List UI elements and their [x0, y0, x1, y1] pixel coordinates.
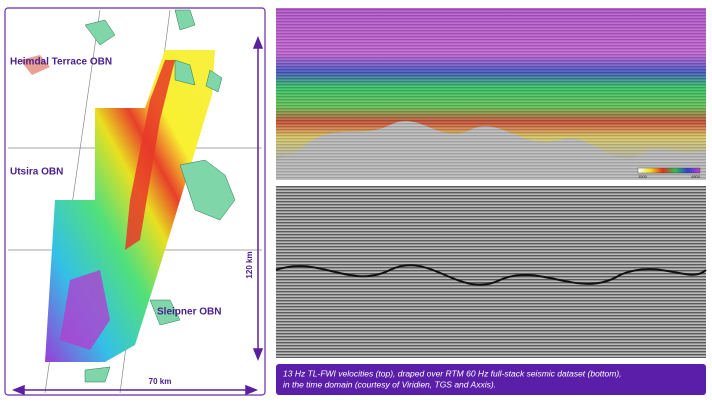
- velocity-section-texture: [276, 8, 706, 180]
- caption-line: in the time domain (courtesy of Viridien…: [283, 379, 496, 389]
- field-red: [20, 55, 50, 75]
- vertical-scale: 120 km: [245, 251, 254, 278]
- fields: [84, 9, 236, 383]
- colorbar-max: 4800: [691, 174, 701, 179]
- horizontal-scale: 70 km: [149, 377, 172, 386]
- map-label: Utsira OBN: [10, 167, 63, 178]
- caption-line: 13 Hz TL-FWI velocities (top), draped ov…: [283, 368, 622, 378]
- scale-arrows: [11, 35, 264, 396]
- colorbar: [637, 167, 701, 174]
- seismic-horizon: [275, 264, 707, 286]
- velocity-map-high: [125, 60, 175, 250]
- velocity-map-low: [60, 270, 110, 350]
- seismic-texture: [276, 186, 706, 358]
- caption-box: [276, 364, 706, 395]
- map-label: Heimdal Terrace OBN: [10, 57, 112, 68]
- map-label: Sleipner OBN: [157, 307, 221, 318]
- colorbar-min: 1500: [638, 174, 648, 179]
